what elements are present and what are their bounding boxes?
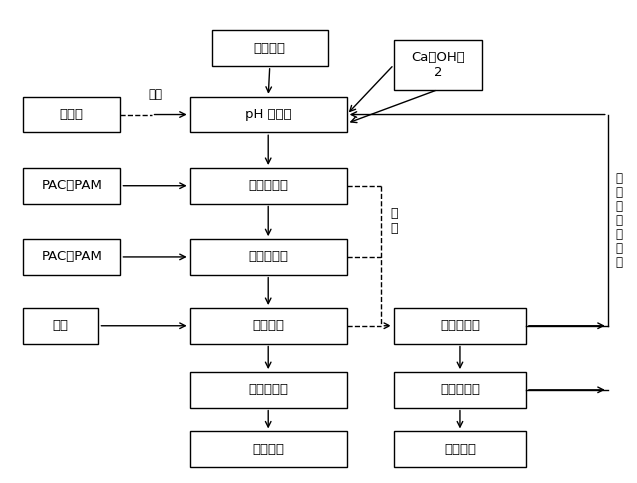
Bar bbox=[23, 168, 120, 203]
Text: 泥
渣: 泥 渣 bbox=[390, 207, 398, 235]
Text: 生产废水: 生产废水 bbox=[254, 42, 286, 55]
Text: pH 调节池: pH 调节池 bbox=[245, 108, 292, 121]
Bar bbox=[23, 239, 120, 275]
Text: PAC、PAM: PAC、PAM bbox=[41, 179, 102, 192]
Bar bbox=[190, 431, 347, 467]
Text: 搅拌: 搅拌 bbox=[148, 88, 162, 101]
Bar bbox=[211, 30, 328, 66]
Text: 絮凝沉淀器: 絮凝沉淀器 bbox=[248, 179, 288, 192]
Bar bbox=[190, 308, 347, 343]
Text: Ca（OH）
2: Ca（OH） 2 bbox=[411, 51, 465, 79]
Bar bbox=[190, 372, 347, 408]
Bar bbox=[190, 168, 347, 203]
Text: 缓冲水池: 缓冲水池 bbox=[252, 319, 284, 332]
Text: 絮凝沉淀器: 絮凝沉淀器 bbox=[248, 250, 288, 263]
Bar bbox=[394, 431, 526, 467]
Text: 污泥浓缩池: 污泥浓缩池 bbox=[440, 319, 480, 332]
Bar bbox=[23, 97, 120, 132]
Bar bbox=[23, 308, 99, 343]
Text: 泥饼外运: 泥饼外运 bbox=[444, 442, 476, 455]
Text: 吸附过滤器: 吸附过滤器 bbox=[248, 384, 288, 397]
Text: 达标排放: 达标排放 bbox=[252, 442, 284, 455]
Bar bbox=[394, 40, 482, 90]
Text: 搅拌机: 搅拌机 bbox=[60, 108, 83, 121]
Text: 加酸: 加酸 bbox=[53, 319, 69, 332]
Text: PAC、PAM: PAC、PAM bbox=[41, 250, 102, 263]
Bar bbox=[394, 372, 526, 408]
Bar bbox=[394, 308, 526, 343]
Bar bbox=[190, 97, 347, 132]
Text: 上
清
液
滤
液
回
流: 上 清 液 滤 液 回 流 bbox=[615, 171, 622, 269]
Text: 污泥脱水机: 污泥脱水机 bbox=[440, 384, 480, 397]
Bar bbox=[190, 239, 347, 275]
